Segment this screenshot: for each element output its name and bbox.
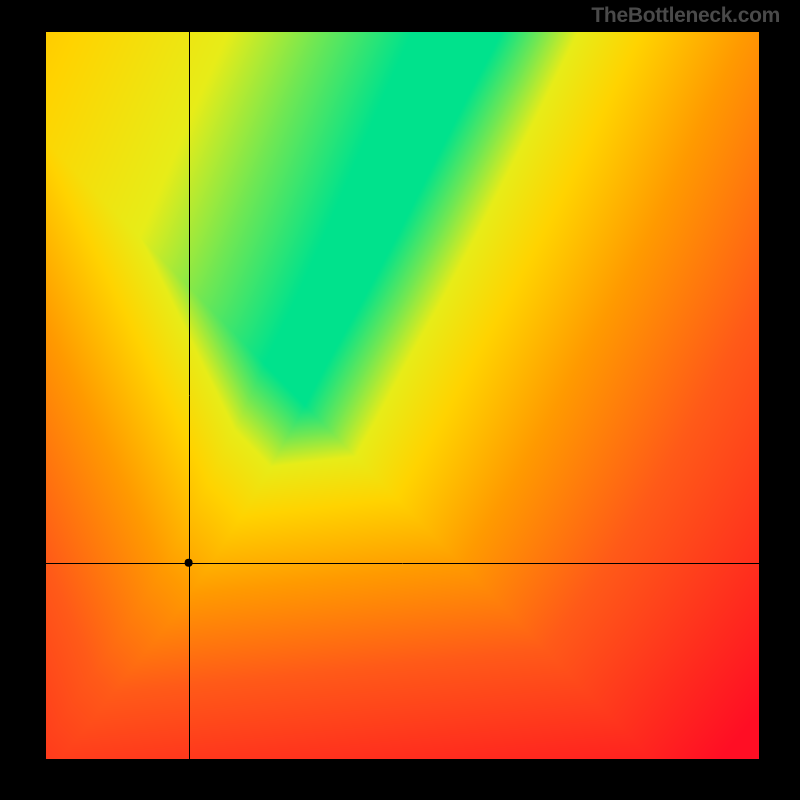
bottleneck-heatmap [46,32,759,759]
source-watermark: TheBottleneck.com [591,4,780,28]
chart-container: { "source_watermark": { "text": "TheBott… [0,0,800,800]
